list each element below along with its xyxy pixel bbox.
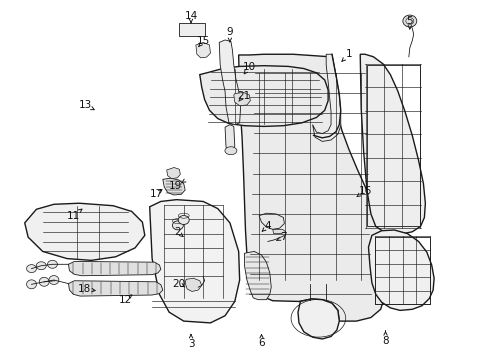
Text: 4: 4	[264, 221, 271, 231]
Ellipse shape	[172, 221, 183, 230]
Polygon shape	[196, 42, 210, 58]
Text: 18: 18	[77, 284, 90, 294]
Text: 15: 15	[196, 36, 209, 46]
Text: 9: 9	[226, 27, 233, 37]
Polygon shape	[312, 54, 340, 141]
Polygon shape	[272, 229, 285, 234]
Ellipse shape	[402, 15, 416, 27]
Ellipse shape	[26, 265, 37, 273]
Text: 13: 13	[78, 100, 91, 110]
Ellipse shape	[36, 262, 46, 270]
Text: 7: 7	[280, 232, 286, 242]
Ellipse shape	[224, 147, 236, 155]
Polygon shape	[179, 23, 204, 36]
Polygon shape	[185, 278, 201, 292]
Ellipse shape	[47, 260, 57, 268]
Polygon shape	[68, 261, 161, 276]
Text: 3: 3	[187, 339, 194, 349]
Text: 8: 8	[382, 336, 388, 346]
Polygon shape	[68, 281, 163, 296]
Text: 6: 6	[258, 338, 264, 347]
Text: 14: 14	[184, 11, 197, 21]
Text: 21: 21	[236, 91, 250, 101]
Text: 20: 20	[172, 279, 185, 289]
Polygon shape	[25, 203, 144, 260]
Polygon shape	[200, 66, 327, 126]
Ellipse shape	[49, 275, 59, 284]
Text: 5: 5	[406, 16, 412, 26]
Polygon shape	[233, 93, 250, 106]
Ellipse shape	[178, 216, 189, 225]
Text: 16: 16	[358, 186, 371, 196]
Text: 19: 19	[168, 181, 182, 192]
Text: 11: 11	[66, 211, 80, 221]
Text: 1: 1	[345, 49, 352, 59]
Ellipse shape	[39, 277, 49, 286]
Polygon shape	[297, 299, 339, 339]
Polygon shape	[238, 54, 387, 321]
Text: 12: 12	[119, 295, 132, 305]
Polygon shape	[163, 178, 185, 195]
Polygon shape	[166, 167, 180, 179]
Text: 2: 2	[174, 227, 181, 237]
Polygon shape	[368, 230, 433, 310]
Polygon shape	[219, 40, 240, 125]
Polygon shape	[244, 251, 271, 300]
Text: 10: 10	[243, 63, 255, 72]
Polygon shape	[360, 54, 425, 234]
Polygon shape	[259, 213, 284, 229]
Ellipse shape	[26, 280, 37, 289]
Polygon shape	[224, 125, 234, 151]
Text: 17: 17	[149, 189, 163, 199]
Polygon shape	[149, 200, 239, 323]
